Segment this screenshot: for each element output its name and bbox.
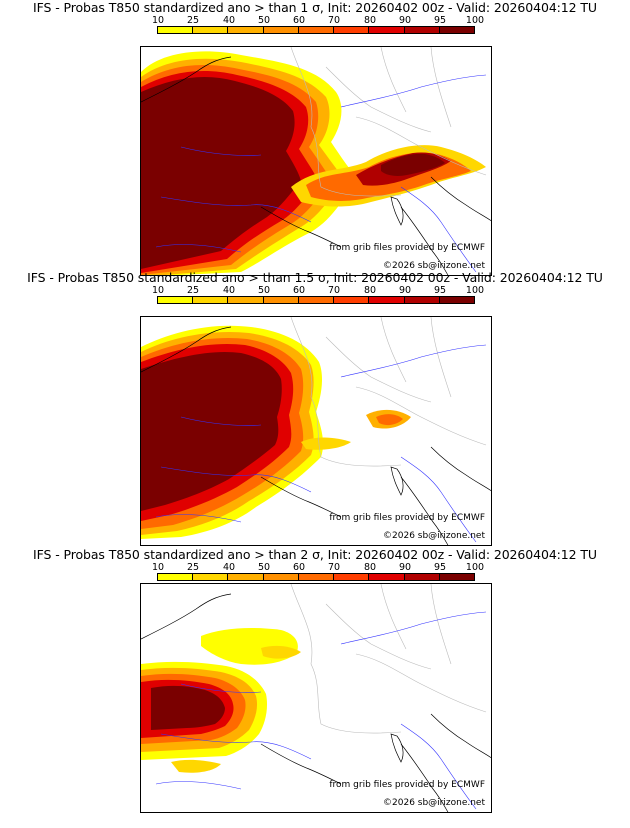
colorbar-tick: 70 xyxy=(327,562,341,573)
colorbar-tick: 95 xyxy=(433,15,447,26)
coastlines xyxy=(141,593,491,812)
colorbar-labels: 10 25 40 50 60 70 80 90 95 100 xyxy=(0,285,630,296)
colorbar-tick: 50 xyxy=(257,15,271,26)
map-graphic xyxy=(141,317,491,545)
colorbar-tick: 10 xyxy=(151,285,165,296)
colorbar-segment xyxy=(334,297,370,303)
colorbar-tick: 95 xyxy=(433,285,447,296)
colorbar-segment xyxy=(439,297,474,303)
colorbar-tick: 40 xyxy=(222,285,236,296)
colorbar-tick: 90 xyxy=(398,285,412,296)
colorbar-tick: 100 xyxy=(465,15,485,26)
colorbar-labels: 10 25 40 50 60 70 80 90 95 100 xyxy=(0,15,630,26)
colorbar-segment xyxy=(158,297,194,303)
colorbar-segment xyxy=(439,27,474,33)
colorbar-segment xyxy=(334,27,370,33)
country-borders xyxy=(290,584,487,734)
colorbar xyxy=(157,573,475,581)
colorbar-segment xyxy=(404,574,440,580)
colorbar xyxy=(157,26,475,34)
colorbar-tick: 80 xyxy=(363,15,377,26)
colorbar-segment xyxy=(193,574,229,580)
source-credit: from grib files provided by ECMWF xyxy=(329,243,485,253)
forecast-panel-1-5sigma: IFS - Probas T850 standardized ano > tha… xyxy=(0,270,630,546)
colorbar-tick: 25 xyxy=(186,285,200,296)
probability-map: from grib files provided by ECMWF ©2026 … xyxy=(140,583,492,813)
copyright-credit: ©2026 sb@irizone.net xyxy=(383,798,485,808)
colorbar-tick: 70 xyxy=(327,15,341,26)
colorbar-segment xyxy=(263,574,299,580)
probability-field xyxy=(141,325,411,539)
colorbar-segment xyxy=(439,574,474,580)
panel-title: IFS - Probas T850 standardized ano > tha… xyxy=(27,270,603,285)
colorbar-segment xyxy=(193,297,229,303)
colorbar-tick: 70 xyxy=(327,285,341,296)
colorbar-segment xyxy=(263,27,299,33)
colorbar-segment xyxy=(369,27,405,33)
panel-title: IFS - Probas T850 standardized ano > tha… xyxy=(33,0,597,15)
colorbar-tick: 60 xyxy=(292,562,306,573)
colorbar-segment xyxy=(228,574,264,580)
probability-field xyxy=(141,51,486,275)
country-borders xyxy=(290,47,487,197)
colorbar-segment xyxy=(404,27,440,33)
colorbar-segment xyxy=(404,297,440,303)
colorbar-tick: 25 xyxy=(186,562,200,573)
colorbar-segment xyxy=(298,574,335,580)
colorbar xyxy=(157,296,475,304)
colorbar-tick: 25 xyxy=(186,15,200,26)
colorbar-labels: 10 25 40 50 60 70 80 90 95 100 xyxy=(0,562,630,573)
colorbar-tick: 90 xyxy=(398,562,412,573)
colorbar-tick: 100 xyxy=(465,285,485,296)
forecast-panel-2sigma: IFS - Probas T850 standardized ano > tha… xyxy=(0,547,630,819)
colorbar-segment xyxy=(158,27,194,33)
colorbar-tick: 100 xyxy=(465,562,485,573)
colorbar-tick: 40 xyxy=(222,562,236,573)
probability-map: from grib files provided by ECMWF ©2026 … xyxy=(140,46,492,276)
colorbar-segment xyxy=(263,297,299,303)
country-borders xyxy=(290,317,487,467)
source-credit: from grib files provided by ECMWF xyxy=(329,780,485,790)
source-credit: from grib files provided by ECMWF xyxy=(329,513,485,523)
copyright-credit: ©2026 sb@irizone.net xyxy=(383,531,485,541)
colorbar-tick: 80 xyxy=(363,562,377,573)
colorbar-tick: 50 xyxy=(257,285,271,296)
panel-title: IFS - Probas T850 standardized ano > tha… xyxy=(33,547,597,562)
colorbar-segment xyxy=(369,297,405,303)
coastlines xyxy=(141,56,491,275)
colorbar-segment xyxy=(334,574,370,580)
colorbar-segment xyxy=(228,297,264,303)
map-graphic xyxy=(141,584,491,812)
probability-map: from grib files provided by ECMWF ©2026 … xyxy=(140,316,492,546)
probability-field xyxy=(141,628,301,773)
colorbar-segment xyxy=(228,27,264,33)
colorbar-tick: 40 xyxy=(222,15,236,26)
colorbar-tick: 60 xyxy=(292,15,306,26)
colorbar-tick: 10 xyxy=(151,15,165,26)
colorbar-tick: 90 xyxy=(398,15,412,26)
colorbar-segment xyxy=(369,574,405,580)
copyright-credit: ©2026 sb@irizone.net xyxy=(383,261,485,271)
colorbar-tick: 10 xyxy=(151,562,165,573)
map-graphic xyxy=(141,47,491,275)
rivers xyxy=(155,344,487,543)
colorbar-segment xyxy=(298,27,335,33)
colorbar-segment xyxy=(298,297,335,303)
colorbar-tick: 60 xyxy=(292,285,306,296)
colorbar-segment xyxy=(193,27,229,33)
forecast-panel-1sigma: IFS - Probas T850 standardized ano > tha… xyxy=(0,0,630,276)
rivers xyxy=(155,611,487,810)
colorbar-tick: 95 xyxy=(433,562,447,573)
rivers xyxy=(155,74,487,273)
colorbar-tick: 50 xyxy=(257,562,271,573)
colorbar-tick: 80 xyxy=(363,285,377,296)
coastlines xyxy=(141,326,491,545)
colorbar-segment xyxy=(158,574,194,580)
